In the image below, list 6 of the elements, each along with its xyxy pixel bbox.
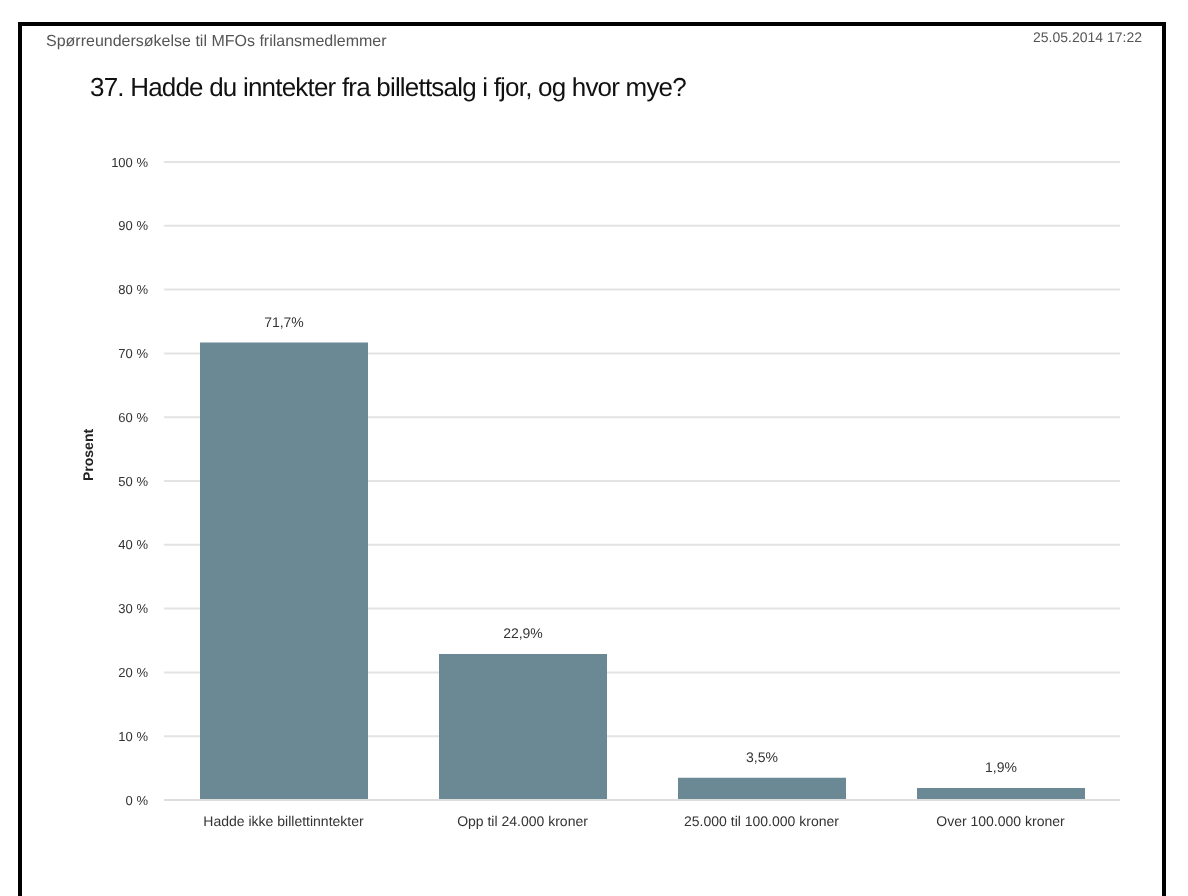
bar: [678, 777, 846, 800]
bar: [439, 653, 607, 800]
chart-title: 37. Hadde du inntekter fra billettsalg i fjor, og hvor mye?: [90, 72, 686, 102]
bar: [200, 342, 368, 800]
text: Spørreundersøkelse til MFOs frilansmedlemmer: [46, 32, 387, 50]
bar: [917, 787, 1085, 800]
